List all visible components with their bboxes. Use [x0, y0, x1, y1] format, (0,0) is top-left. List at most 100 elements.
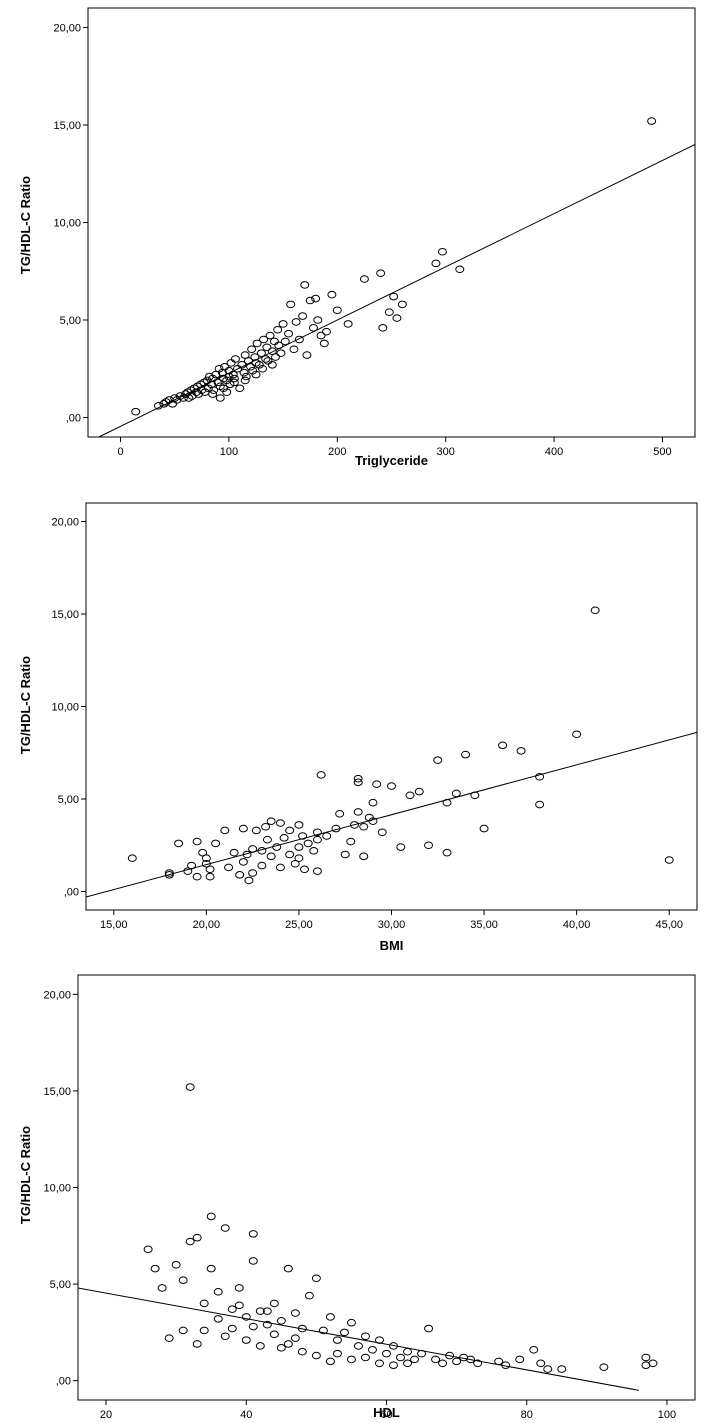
- triglyceride-data-point: [273, 325, 283, 334]
- triglyceride-data-point: [229, 374, 239, 383]
- hdl-data-point: [220, 1224, 230, 1232]
- triglyceride-data-point: [215, 394, 225, 402]
- hdl-data-point: [543, 1365, 553, 1373]
- bmi-data-point: [244, 876, 254, 885]
- bmi-data-point: [664, 856, 674, 864]
- triglyceride-data-point: [294, 335, 304, 344]
- triglyceride-data-point: [218, 384, 228, 393]
- hdl-data-point: [417, 1349, 427, 1358]
- hdl-data-point: [311, 1351, 321, 1360]
- hdl-x-tick-label: 80: [521, 1409, 533, 1420]
- bmi-data-point: [192, 872, 202, 881]
- triglyceride-x-tick-label: 100: [220, 446, 238, 458]
- hdl-data-point: [171, 1260, 181, 1269]
- triglyceride-data-point: [343, 320, 353, 328]
- bmi-data-point: [349, 821, 359, 829]
- hdl-data-point: [213, 1315, 223, 1323]
- bmi-data-point: [279, 834, 289, 842]
- hdl-data-point: [164, 1334, 174, 1342]
- triglyceride-data-point: [259, 335, 269, 344]
- bmi-x-tick-label: 20,00: [193, 919, 221, 931]
- bmi-y-axis-label: TG/HDL-C Ratio: [18, 656, 33, 754]
- hdl-data-point: [431, 1355, 441, 1364]
- hdl-scatter-plot: 20 40 60 80 100 ,00 5,00 10,00 15,00 20,00 HDL TG/H…: [18, 974, 696, 1420]
- bmi-data-point: [201, 854, 211, 863]
- hdl-data-point: [466, 1355, 476, 1364]
- bmi-plot-frame: [85, 502, 698, 911]
- bmi-data-point: [368, 798, 378, 807]
- triglyceride-data-point: [230, 355, 240, 363]
- triglyceride-data-point: [208, 390, 218, 398]
- triglyceride-x-tick-label: 400: [545, 446, 563, 458]
- hdl-x-tick-label: 60: [380, 1409, 392, 1420]
- bmi-data-point: [353, 774, 363, 783]
- bmi-data-point: [257, 847, 267, 855]
- hdl-data-point: [199, 1326, 209, 1335]
- triglyceride-data-point: [308, 324, 318, 332]
- bmi-data-point: [316, 771, 326, 779]
- hdl-x-tick-label: 100: [658, 1409, 676, 1420]
- bmi-data-point: [285, 826, 295, 835]
- triglyceride-data-point: [254, 361, 264, 369]
- hdl-data-point: [192, 1340, 202, 1348]
- triglyceride-data-point: [302, 351, 312, 359]
- hdl-data-point: [403, 1359, 413, 1368]
- bmi-data-point: [266, 817, 276, 826]
- triglyceride-data-point: [274, 341, 284, 350]
- hdl-data-point: [339, 1328, 349, 1337]
- hdl-data-point: [178, 1276, 188, 1285]
- bmi-data-point: [261, 822, 271, 831]
- hdl-data-point: [360, 1332, 370, 1341]
- hdl-data-point: [185, 1083, 195, 1091]
- hdl-y-tick-label: ,00: [56, 1376, 71, 1388]
- triglyceride-data-point: [300, 281, 310, 289]
- hdl-y-axis-label: TG/HDL-C Ratio: [18, 1126, 33, 1224]
- bmi-data-point: [290, 859, 300, 868]
- triglyceride-data-point: [321, 327, 331, 336]
- bmi-y-tick-label: ,00: [64, 887, 79, 899]
- bmi-data-point: [238, 858, 248, 866]
- hdl-data-point: [227, 1305, 237, 1314]
- bmi-data-point: [262, 835, 272, 844]
- bmi-data-point: [224, 863, 234, 872]
- hdl-data-point: [396, 1353, 406, 1362]
- hdl-data-point: [311, 1274, 321, 1283]
- hdl-data-point: [227, 1324, 237, 1333]
- hdl-data-point: [424, 1324, 434, 1333]
- triglyceride-data-point: [208, 374, 218, 383]
- bmi-x-tick-label: 35,00: [470, 919, 498, 931]
- triglyceride-data-point: [181, 390, 191, 398]
- triglyceride-data-point: [392, 314, 402, 322]
- triglyceride-data-point: [455, 265, 465, 274]
- bmi-data-point: [294, 854, 304, 863]
- bmi-data-point: [498, 741, 508, 750]
- hdl-data-point: [213, 1288, 223, 1296]
- bmi-x-tick-label: 45,00: [655, 919, 683, 931]
- bmi-y-tick-label: 5,00: [58, 794, 79, 806]
- bmi-data-point: [461, 750, 471, 759]
- triglyceride-data-point: [431, 259, 441, 268]
- hdl-data-point: [389, 1361, 399, 1370]
- triglyceride-data-point: [376, 269, 386, 278]
- hdl-data-point: [185, 1237, 195, 1246]
- triglyceride-scatter-plot: 0 100 200 300 400 500 ,00 5,00 10,00 15,00 20,00 Tr…: [18, 7, 696, 468]
- bmi-data-point: [414, 787, 424, 796]
- bmi-data-point: [312, 867, 322, 875]
- hdl-data-point: [255, 1307, 265, 1315]
- triglyceride-data-point: [313, 316, 323, 324]
- hdl-data-point: [445, 1351, 455, 1360]
- bmi-data-point: [183, 867, 193, 875]
- triglyceride-data-point: [229, 378, 239, 387]
- bmi-data-point: [535, 800, 545, 809]
- hdl-data-point: [501, 1361, 511, 1370]
- bmi-data-point: [372, 780, 382, 789]
- triglyceride-data-point: [397, 300, 407, 309]
- triglyceride-data-point: [240, 376, 250, 385]
- bmi-data-point: [516, 747, 526, 755]
- triglyceride-data-point: [276, 349, 286, 357]
- bmi-data-point: [353, 808, 363, 816]
- hdl-data-point: [346, 1318, 356, 1327]
- hdl-fit-line: [78, 1287, 639, 1391]
- triglyceride-data-point: [267, 361, 277, 369]
- bmi-data-point: [433, 756, 443, 764]
